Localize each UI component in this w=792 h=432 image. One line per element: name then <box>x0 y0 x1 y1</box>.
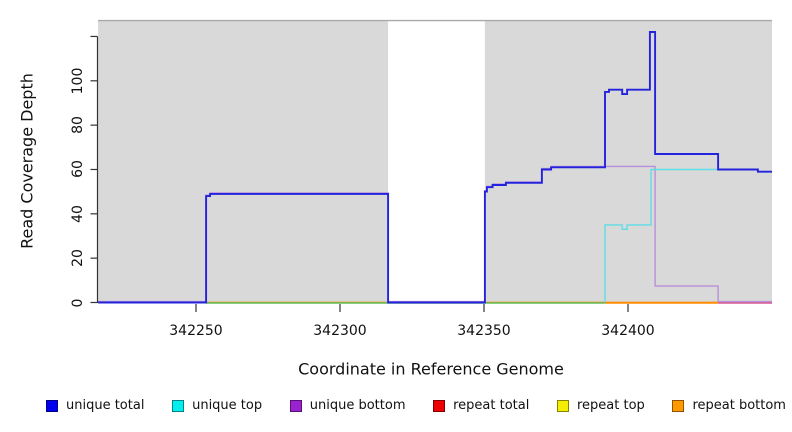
legend-item-unique-total: unique total <box>46 398 144 413</box>
highlight-region <box>484 20 772 303</box>
x-tick-label: 342350 <box>457 323 511 339</box>
legend-item-unique-bottom: unique bottom <box>289 398 406 413</box>
legend-label: unique bottom <box>309 398 406 413</box>
legend-item-repeat-top: repeat top <box>557 398 645 413</box>
legend-label: repeat total <box>453 398 530 413</box>
x-tick-label: 342400 <box>601 323 655 339</box>
legend-label: repeat top <box>577 398 645 413</box>
legend-swatch-unique-top <box>172 399 185 412</box>
legend-swatch-unique-total <box>46 399 58 412</box>
legend-swatch-repeat-top <box>557 399 569 412</box>
y-tick-label: 100 <box>70 67 86 95</box>
chart-legend: unique total unique top unique bottom repea… <box>46 398 786 413</box>
y-tick-label: 20 <box>70 249 86 268</box>
legend-label: unique total <box>66 398 145 413</box>
legend-label: unique top <box>192 398 263 413</box>
legend-swatch-unique-bottom <box>289 399 302 412</box>
y-axis-title: Read Coverage Depth <box>17 73 37 249</box>
legend-item-unique-top: unique top <box>172 398 262 413</box>
y-tick-label: 0 <box>70 298 86 307</box>
x-axis-title: Coordinate in Reference Genome <box>298 359 564 379</box>
x-tick-label: 342300 <box>313 323 367 339</box>
legend-label: repeat bottom <box>692 398 786 413</box>
highlight-region <box>98 20 389 303</box>
legend-item-repeat-total: repeat total <box>433 398 529 413</box>
legend-item-repeat-bottom: repeat bottom <box>672 398 786 413</box>
x-tick-label: 342250 <box>169 323 223 339</box>
y-tick-label: 60 <box>70 160 86 179</box>
y-tick-label: 80 <box>70 116 86 135</box>
series-line-unique-total <box>98 31 772 304</box>
legend-swatch-repeat-bottom <box>672 399 685 412</box>
legend-swatch-repeat-total <box>433 399 446 412</box>
y-tick-label: 40 <box>70 204 86 223</box>
